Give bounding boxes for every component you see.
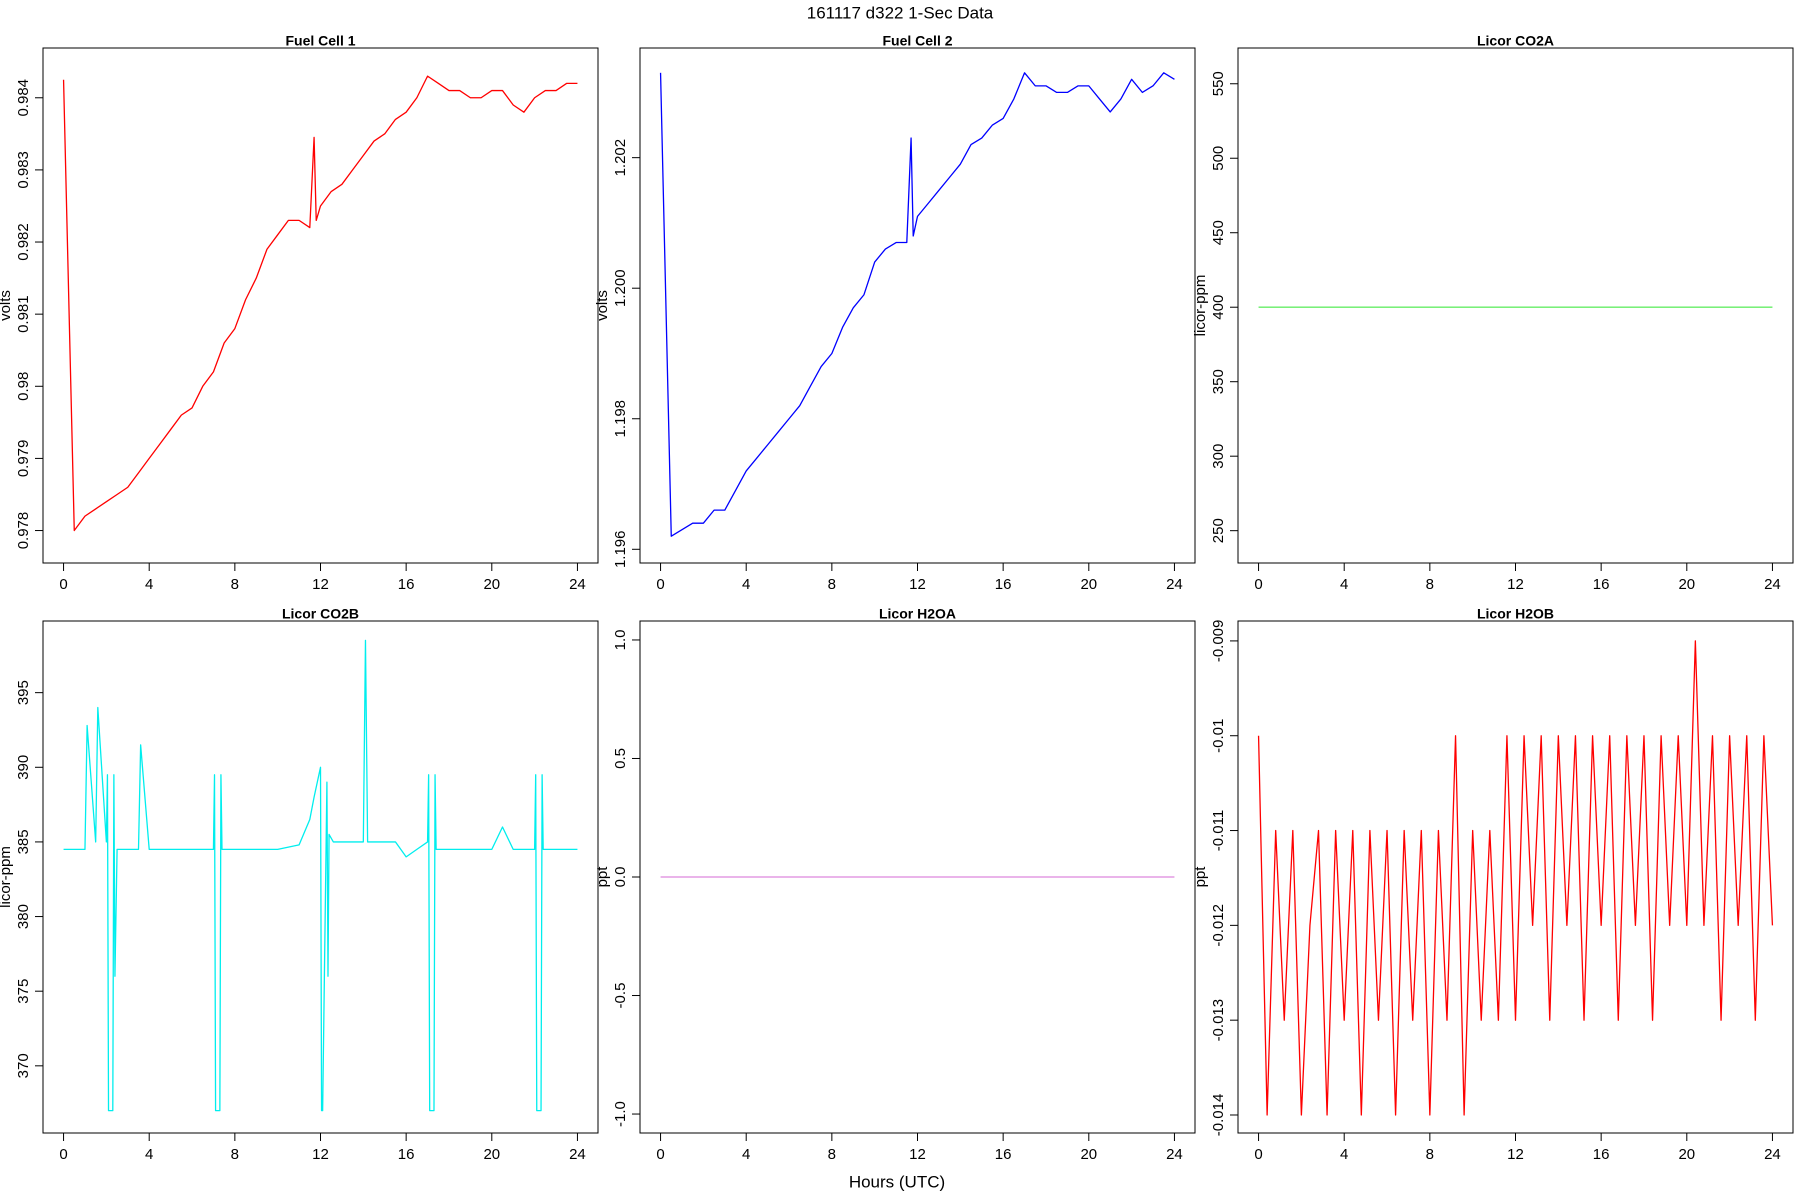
y-axis-label: volts <box>0 290 14 321</box>
x-tick-label: 12 <box>312 576 329 593</box>
y-tick-label: 0.5 <box>612 748 629 769</box>
x-tick-label: 4 <box>742 1146 750 1163</box>
x-tick-label: 0 <box>59 1146 67 1163</box>
y-tick-label: 300 <box>1210 444 1227 469</box>
x-tick-label: 24 <box>569 1146 586 1163</box>
x-tick-label: 8 <box>1426 576 1434 593</box>
y-tick-label: 1.200 <box>612 269 629 307</box>
y-tick-label: -1.0 <box>612 1101 629 1127</box>
x-tick-label: 16 <box>1593 576 1610 593</box>
y-tick-label: 0.979 <box>15 440 32 478</box>
x-tick-label: 12 <box>1507 1146 1524 1163</box>
panel-title: Licor CO2A <box>1477 33 1554 49</box>
y-tick-label: 500 <box>1210 146 1227 171</box>
y-axis-label: ppt <box>594 866 611 888</box>
data-line <box>63 639 578 1112</box>
x-tick-label: 16 <box>398 576 415 593</box>
y-tick-label: -0.014 <box>1210 1094 1227 1137</box>
x-tick-label: 0 <box>1254 1146 1262 1163</box>
y-tick-label: 1.0 <box>612 630 629 651</box>
x-tick-label: 8 <box>828 576 836 593</box>
x-tick-label: 16 <box>1593 1146 1610 1163</box>
x-tick-label: 4 <box>1340 576 1348 593</box>
x-tick-label: 24 <box>1166 1146 1183 1163</box>
y-tick-label: 0.981 <box>15 295 32 333</box>
x-tick-label: 12 <box>909 1146 926 1163</box>
panel-title: Licor CO2B <box>282 606 359 622</box>
y-tick-label: 1.198 <box>612 400 629 438</box>
y-tick-label: 0.0 <box>612 867 629 888</box>
data-line <box>659 72 1175 537</box>
y-tick-label: 1.196 <box>612 531 629 569</box>
data-line <box>62 75 578 532</box>
x-tick-label: 8 <box>1426 1146 1434 1163</box>
x-tick-label: 0 <box>1254 576 1262 593</box>
panel-title: Fuel Cell 2 <box>882 33 952 49</box>
x-tick-label: 8 <box>231 576 239 593</box>
panel-title: Fuel Cell 1 <box>285 33 355 49</box>
x-tick-label: 0 <box>59 576 67 593</box>
y-tick-label: -0.011 <box>1210 810 1227 851</box>
x-tick-label: 24 <box>569 576 586 593</box>
x-tick-label: 12 <box>312 1146 329 1163</box>
x-tick-label: 16 <box>398 1146 415 1163</box>
x-tick-label: 24 <box>1166 576 1183 593</box>
y-tick-label: 370 <box>15 1053 32 1078</box>
y-axis-label: ppt <box>1192 866 1209 888</box>
y-axis-label: volts <box>594 290 611 321</box>
x-tick-label: 4 <box>742 576 750 593</box>
x-tick-label: 20 <box>1080 576 1097 593</box>
x-tick-label: 20 <box>483 1146 500 1163</box>
x-tick-label: 20 <box>1080 1146 1097 1163</box>
y-tick-label: 395 <box>15 680 32 705</box>
x-tick-label: 24 <box>1764 1146 1781 1163</box>
y-tick-label: 0.982 <box>15 223 32 261</box>
y-tick-label: 0.978 <box>15 512 32 550</box>
y-tick-label: 550 <box>1210 71 1227 96</box>
y-tick-label: -0.009 <box>1210 620 1227 663</box>
x-axis-label: Hours (UTC) <box>849 1172 945 1191</box>
y-tick-label: -0.01 <box>1210 719 1227 753</box>
page-title: 161117 d322 1-Sec Data <box>807 3 994 22</box>
x-tick-label: 4 <box>1340 1146 1348 1163</box>
x-tick-label: 0 <box>656 576 664 593</box>
x-tick-label: 24 <box>1764 576 1781 593</box>
y-axis-label: licor-ppm <box>1192 275 1209 337</box>
x-tick-label: 16 <box>995 576 1012 593</box>
y-tick-label: 390 <box>15 755 32 780</box>
x-tick-label: 4 <box>145 1146 153 1163</box>
y-tick-label: -0.5 <box>612 983 629 1009</box>
panel-title: Licor H2OB <box>1477 606 1554 622</box>
x-tick-label: 8 <box>231 1146 239 1163</box>
x-tick-label: 12 <box>1507 576 1524 593</box>
x-tick-label: 12 <box>909 576 926 593</box>
x-tick-label: 4 <box>145 576 153 593</box>
y-tick-label: 380 <box>15 904 32 929</box>
y-tick-label: 450 <box>1210 220 1227 245</box>
y-tick-label: 0.984 <box>15 79 32 117</box>
x-tick-label: 0 <box>656 1146 664 1163</box>
y-tick-label: 250 <box>1210 518 1227 543</box>
y-tick-label: 0.983 <box>15 151 32 189</box>
x-tick-label: 20 <box>1678 576 1695 593</box>
y-tick-label: 375 <box>15 979 32 1004</box>
y-tick-label: -0.013 <box>1210 999 1227 1042</box>
y-tick-label: 0.98 <box>15 372 32 401</box>
data-line <box>1257 640 1774 1116</box>
x-tick-label: 20 <box>1678 1146 1695 1163</box>
y-tick-label: 350 <box>1210 369 1227 394</box>
y-tick-label: 400 <box>1210 295 1227 320</box>
x-tick-label: 16 <box>995 1146 1012 1163</box>
x-tick-label: 20 <box>483 576 500 593</box>
panel-title: Licor H2OA <box>879 606 956 622</box>
y-tick-label: -0.012 <box>1210 904 1227 947</box>
x-tick-label: 8 <box>828 1146 836 1163</box>
y-tick-label: 1.202 <box>612 139 629 177</box>
y-axis-label: licor-ppm <box>0 846 14 908</box>
y-tick-label: 385 <box>15 829 32 854</box>
